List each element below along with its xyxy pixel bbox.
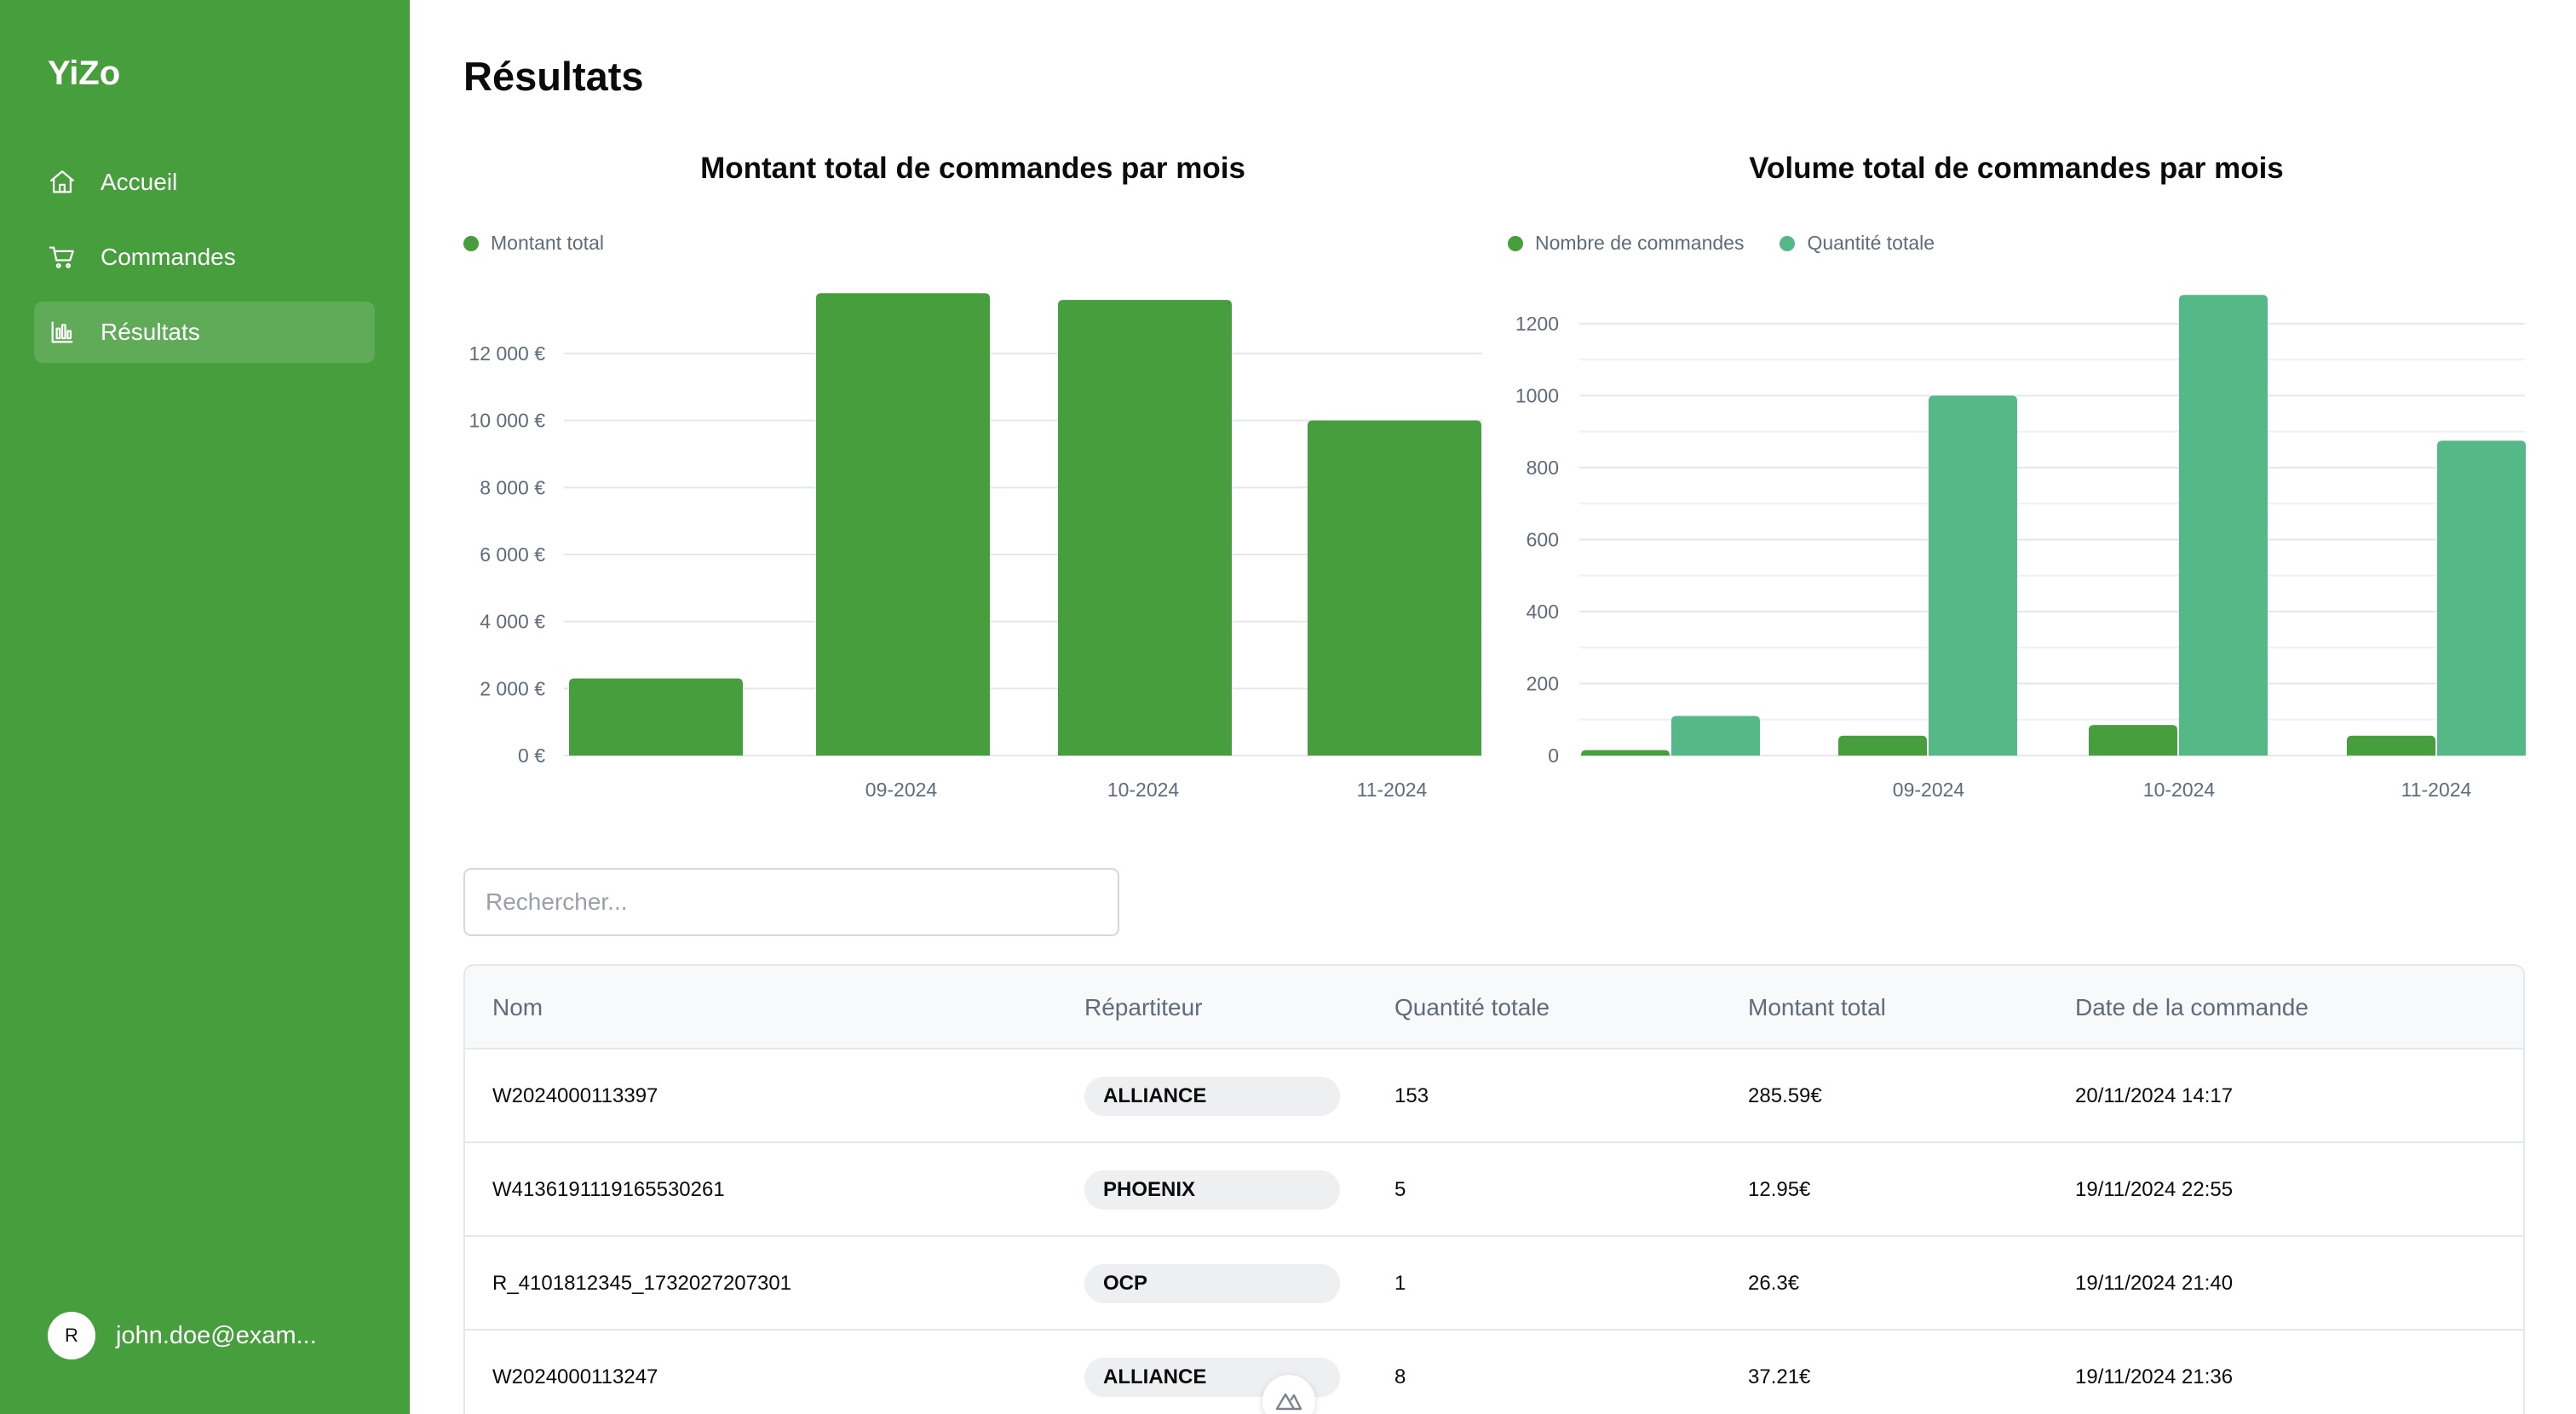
bar (1058, 300, 1232, 756)
cell-date: 19/11/2024 22:55 (2075, 1178, 2234, 1201)
bar (2437, 440, 2526, 756)
chart-legend-amount: Montant total (463, 232, 640, 255)
x-tick-label: 11-2024 (1357, 779, 1428, 801)
chart-title-amount: Montant total de commandes par mois (700, 152, 1245, 185)
y-tick-label: 800 (1527, 457, 1559, 479)
sidebar-nav: Accueil Commandes Résultats (34, 152, 375, 376)
y-tick-label: 0 € (518, 744, 545, 767)
y-tick-label: 10 000 € (469, 410, 545, 432)
column-header-quantite[interactable]: Quantité totale (1394, 994, 1550, 1020)
chart-title-volume: Volume total de commandes par mois (1749, 152, 2284, 185)
user-menu[interactable]: R john.doe@exam... (48, 1312, 317, 1359)
sidebar-item-commandes[interactable]: Commandes (34, 227, 375, 288)
amount-bar-chart: 0 € 2 000 € 4 000 € 6 000 € 8 000 € 10 000 € 1… (469, 293, 1482, 801)
y-tick-label: 400 (1527, 601, 1559, 623)
cell-nom: R_4101812345_1732027207301 (492, 1272, 792, 1295)
chart-legend-volume: Nombre de commandes Quantité totale (1508, 232, 1970, 255)
column-header-repartiteur[interactable]: Répartiteur (1084, 994, 1203, 1020)
x-tick-label: 10-2024 (2143, 779, 2216, 801)
legend-dot (463, 235, 479, 251)
x-tick-label: 09-2024 (1893, 779, 1965, 801)
cell-montant: 37.21€ (1748, 1365, 1811, 1388)
x-tick-label: 11-2024 (2401, 779, 2472, 801)
bar (2179, 295, 2268, 756)
nuxt-logo-icon (1275, 1393, 1302, 1411)
bar (1308, 420, 1481, 756)
bar (2089, 725, 2177, 756)
sidebar-item-resultats[interactable]: Résultats (34, 302, 375, 363)
cell-montant: 12.95€ (1748, 1178, 1811, 1201)
cell-montant: 285.59€ (1748, 1084, 1822, 1107)
volume-bar-chart: 0 200 400 600 800 1000 1200 09-2024 10-2024 11-20… (1515, 295, 2526, 801)
legend-label: Nombre de commandes (1535, 232, 1745, 254)
y-tick-label: 0 (1548, 744, 1559, 767)
bar (816, 293, 990, 756)
sidebar-item-label: Commandes (101, 244, 236, 270)
cell-quantite: 5 (1394, 1178, 1406, 1201)
sidebar-item-label: Accueil (101, 169, 178, 195)
column-header-date[interactable]: Date de la commande (2075, 994, 2309, 1020)
column-header-montant[interactable]: Montant total (1748, 994, 1886, 1020)
cell-quantite: 1 (1394, 1272, 1406, 1295)
legend-dot (1508, 235, 1523, 251)
orders-table: Nom Répartiteur Quantité totale Montant … (463, 964, 2525, 1414)
user-email: john.doe@exam... (116, 1321, 317, 1349)
sidebar-item-accueil[interactable]: Accueil (34, 152, 375, 213)
cell-date: 19/11/2024 21:40 (2075, 1272, 2234, 1295)
avatar: R (48, 1312, 95, 1359)
legend-dot (1780, 235, 1796, 251)
cell-nom: W2024000113247 (492, 1365, 658, 1388)
legend-label: Montant total (491, 232, 604, 254)
sidebar: YiZo Accueil Commandes Résultats R john.… (0, 0, 410, 1414)
legend-item[interactable]: Quantité totale (1780, 232, 1935, 255)
y-tick-label: 1200 (1515, 313, 1559, 335)
cell-nom: W4136191119165530261 (492, 1178, 725, 1201)
bar (569, 678, 743, 756)
y-tick-label: 6 000 € (480, 543, 545, 566)
nuxt-devtools-button[interactable] (1262, 1375, 1315, 1414)
y-tick-label: 12 000 € (469, 342, 545, 365)
cell-nom: W2024000113397 (492, 1084, 658, 1107)
y-tick-label: 600 (1527, 529, 1559, 551)
brand-logo[interactable]: YiZo (48, 55, 121, 92)
status-badge: ALLIANCE (1084, 1077, 1340, 1116)
cell-date: 20/11/2024 14:17 (2075, 1084, 2234, 1107)
legend-item[interactable]: Nombre de commandes (1508, 232, 1744, 255)
column-header-nom[interactable]: Nom (492, 994, 543, 1020)
legend-item[interactable]: Montant total (463, 232, 604, 255)
cell-date: 19/11/2024 21:36 (2075, 1365, 2234, 1388)
bar (1838, 735, 1927, 756)
bar (1929, 395, 2017, 756)
page-title: Résultats (463, 54, 644, 99)
bar-chart-icon (51, 321, 73, 343)
y-tick-label: 200 (1527, 673, 1559, 695)
search-input[interactable] (463, 868, 1119, 936)
sidebar-item-label: Résultats (101, 319, 200, 345)
legend-label: Quantité totale (1807, 232, 1935, 254)
table-row[interactable]: W4136191119165530261 PHOENIX 5 12.95€ 19… (465, 1143, 2523, 1237)
y-tick-label: 2 000 € (480, 677, 545, 699)
status-badge: PHOENIX (1084, 1170, 1340, 1210)
cell-quantite: 153 (1394, 1084, 1429, 1107)
table-row[interactable]: W2024000113247 ALLIANCE 8 37.21€ 19/11/2… (465, 1331, 2523, 1414)
x-tick-label: 10-2024 (1107, 779, 1180, 801)
cart-icon (49, 246, 74, 268)
home-icon (50, 170, 74, 193)
bar (1581, 750, 1670, 756)
bar (2347, 735, 2435, 756)
x-tick-label: 09-2024 (865, 779, 938, 801)
table-row[interactable]: R_4101812345_1732027207301 OCP 1 26.3€ 1… (465, 1237, 2523, 1331)
table-row[interactable]: W2024000113397 ALLIANCE 153 285.59€ 20/1… (465, 1049, 2523, 1143)
cell-montant: 26.3€ (1748, 1272, 1800, 1295)
cell-quantite: 8 (1394, 1365, 1406, 1388)
status-badge: OCP (1084, 1264, 1340, 1303)
y-tick-label: 4 000 € (480, 611, 545, 633)
bar (1671, 716, 1760, 756)
table-header: Nom Répartiteur Quantité totale Montant … (465, 966, 2523, 1049)
y-tick-label: 1000 (1515, 385, 1559, 407)
y-tick-label: 8 000 € (480, 476, 545, 498)
